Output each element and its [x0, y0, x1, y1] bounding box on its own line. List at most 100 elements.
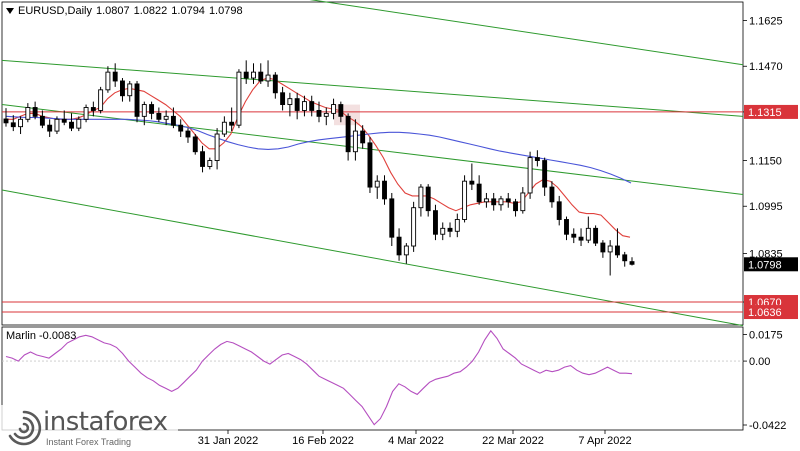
- candle: [382, 175, 387, 205]
- candle: [498, 195, 504, 211]
- marlin-oscillator: [2, 329, 743, 426]
- candle-body-bull: [105, 71, 111, 91]
- candle: [112, 63, 118, 87]
- close-value: 1.0798: [208, 5, 243, 17]
- x-tick-label: 31 Jan 2022: [198, 435, 259, 447]
- y-tick-label: 1.1625: [749, 16, 783, 28]
- candle: [418, 184, 424, 217]
- candle-body-bear: [32, 107, 38, 117]
- low-value: 1.0794: [171, 5, 205, 17]
- candle: [534, 150, 540, 167]
- candle: [120, 78, 125, 102]
- candle: [309, 95, 315, 117]
- candle-body-bear: [491, 198, 497, 206]
- candle-body-bear: [469, 180, 475, 185]
- candle-body-bull: [483, 198, 489, 203]
- candle-body-bull: [585, 227, 591, 241]
- candle: [403, 243, 409, 264]
- candle-body-bull: [462, 180, 468, 220]
- candle: [163, 110, 169, 126]
- candle-body-bull: [214, 133, 220, 162]
- candle-body-bull: [374, 180, 380, 188]
- candle: [134, 80, 140, 123]
- candle: [265, 60, 271, 87]
- candle: [585, 216, 591, 244]
- candle: [367, 136, 373, 193]
- channel-line-2: [1, 59, 744, 117]
- candle: [360, 125, 366, 149]
- candle-body-bear: [309, 101, 315, 111]
- candle-body-bear: [192, 136, 198, 153]
- candle-body-bull: [18, 118, 24, 128]
- candle: [301, 95, 307, 117]
- candle-body-bull: [527, 157, 533, 194]
- candle-body-bear: [549, 186, 555, 203]
- candle: [192, 134, 198, 155]
- support2-price-tag: 1.0636: [748, 307, 782, 319]
- resistance-price-tag: 1.1315: [748, 107, 782, 119]
- candle-body-bull: [287, 98, 293, 106]
- candle-body-bull: [323, 112, 329, 117]
- candle-body-bear: [600, 242, 606, 253]
- candle-body-bull: [54, 118, 60, 132]
- candle: [491, 192, 497, 211]
- candle-body-bear: [10, 122, 16, 128]
- candle-body-bull: [163, 115, 169, 120]
- candle-body-bear: [425, 186, 431, 212]
- candle-body-bear: [564, 219, 569, 235]
- candle-body-bear: [185, 130, 191, 138]
- candle-body-bear: [345, 115, 351, 153]
- price-axis[interactable]: 1.16251.14701.11501.09951.08351.13151.06…: [743, 16, 798, 432]
- candle: [542, 157, 548, 196]
- candle: [258, 63, 264, 84]
- candle: [593, 225, 599, 247]
- candle: [221, 116, 227, 137]
- candle: [10, 115, 16, 132]
- watermark-brand: instaforex: [43, 407, 168, 437]
- candle-body-bull: [207, 160, 213, 167]
- candle-body-bull: [440, 227, 446, 235]
- candle: [447, 222, 453, 238]
- candle: [556, 195, 562, 226]
- candle: [331, 98, 337, 120]
- candle-body-bull: [411, 207, 417, 247]
- candle-body-bear: [622, 254, 628, 262]
- current-price-tag: 1.0798: [748, 259, 782, 271]
- osc-tick-label: 0.0175: [749, 330, 783, 342]
- time-axis[interactable]: 31 Jan 2022 16 Feb 2022 4 Mar 2022 22 Mar 2…: [198, 430, 632, 447]
- candle-body-bear: [243, 71, 249, 79]
- candle-body-bear: [433, 210, 438, 235]
- moving-averages: [5, 77, 632, 238]
- candle: [505, 192, 511, 208]
- y-tick-label: 1.0995: [749, 201, 783, 213]
- candle: [520, 187, 526, 214]
- channel-line-1: [309, 0, 744, 66]
- candle-body-bull: [301, 101, 307, 111]
- candle-body-bull: [607, 245, 613, 253]
- support2-price-tag-bg: [744, 305, 798, 320]
- x-tick-label: 22 Mar 2022: [482, 435, 544, 447]
- candle: [214, 128, 220, 170]
- candle: [105, 66, 111, 93]
- candle-body-bear: [396, 236, 402, 256]
- candle-body-bear: [476, 183, 482, 203]
- candle: [61, 110, 67, 126]
- candle-body-bear: [629, 261, 635, 265]
- candle-body-bear: [258, 71, 264, 82]
- candle: [170, 107, 176, 129]
- candle-body-bear: [272, 74, 278, 94]
- oscillator-header: Marlin -0.0083: [6, 330, 76, 342]
- candle: [323, 107, 329, 126]
- instaforex-logo-icon: [8, 410, 42, 446]
- candle-body-bull: [265, 74, 271, 82]
- candle-body-bull: [221, 121, 227, 135]
- channel-line-4: [1, 189, 744, 327]
- candle-body-bear: [534, 157, 540, 162]
- candle-body-bear: [156, 112, 162, 120]
- candle: [629, 257, 635, 266]
- candle-body-bear: [69, 121, 74, 129]
- dropdown-triangle-icon[interactable]: [6, 8, 14, 14]
- x-tick-label: 4 Mar 2022: [388, 435, 444, 447]
- instaforex-watermark: instaforex Instant Forex Trading: [0, 405, 178, 451]
- candle: [338, 101, 344, 123]
